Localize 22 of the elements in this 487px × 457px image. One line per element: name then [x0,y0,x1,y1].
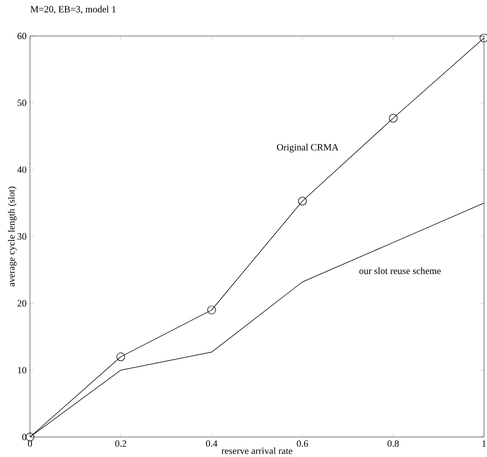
x-axis-title: reserve arrival rate [222,447,292,454]
y-tick-label: 60 [18,32,26,40]
point [388,114,398,122]
series-label: Original CRMA [276,144,339,152]
x-tick-label: 0.2 [115,440,126,447]
y-tick-label: 20 [18,300,26,307]
series-label: our slot reuse scheme [359,267,441,274]
y-tick-label: 40 [17,166,26,173]
x-tick-label: 0.8 [388,440,399,447]
x-tick-label: 0 [28,440,32,447]
point [480,34,487,42]
x-tick-label: 0.4 [206,440,218,447]
y-tick-label: 10 [18,366,26,374]
chart-title: M=20, EB=3, model 1 [30,6,116,14]
point [207,306,216,314]
x-tick-label: 1 [482,440,486,447]
point [116,352,126,362]
y-axis-title: average cycle length (slot) [8,186,17,286]
y-tick-label: 50 [18,100,26,106]
y-tick-label: 30 [18,233,26,240]
x-tick-label: 0.6 [296,440,308,447]
point [298,196,307,206]
